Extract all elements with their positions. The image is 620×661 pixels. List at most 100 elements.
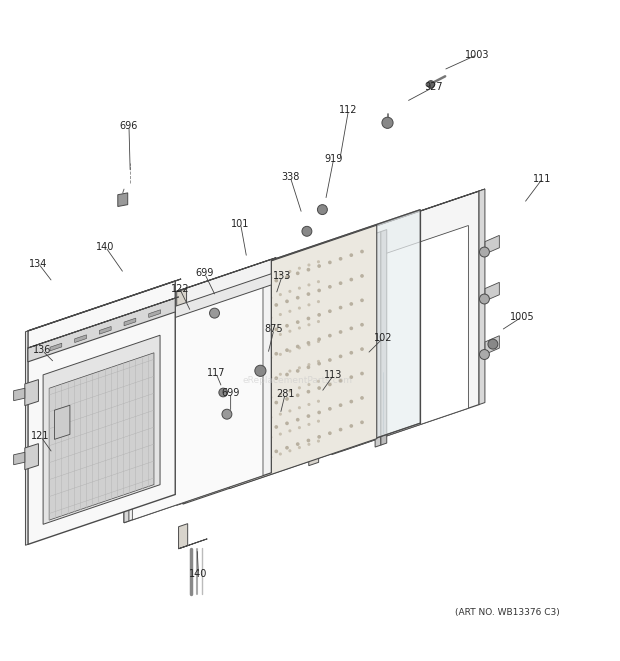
Circle shape [193,422,197,425]
Circle shape [298,366,301,369]
Text: 699: 699 [221,387,240,397]
Circle shape [250,323,254,326]
Circle shape [253,334,257,338]
Circle shape [222,372,225,375]
Circle shape [269,296,272,299]
Circle shape [260,459,263,462]
Circle shape [308,323,311,327]
Text: 699: 699 [195,268,214,278]
Circle shape [350,424,353,428]
Circle shape [250,403,254,405]
Circle shape [212,336,215,338]
Circle shape [288,449,291,452]
Circle shape [275,401,278,405]
Circle shape [275,425,278,429]
Circle shape [203,418,206,422]
Circle shape [231,369,234,372]
Text: 117: 117 [206,368,225,377]
Circle shape [360,371,364,375]
Circle shape [328,407,332,410]
Text: 121: 121 [31,431,50,441]
Circle shape [222,313,225,315]
Circle shape [212,356,215,358]
Circle shape [260,299,263,303]
Circle shape [269,356,272,359]
Circle shape [317,313,321,317]
Circle shape [260,399,263,403]
Circle shape [264,380,267,383]
Circle shape [260,360,263,362]
Circle shape [253,432,257,436]
Circle shape [203,399,206,402]
Circle shape [488,339,498,349]
Circle shape [296,320,299,324]
Circle shape [339,282,342,285]
Circle shape [260,419,263,422]
Circle shape [231,429,234,432]
Circle shape [275,376,278,380]
Polygon shape [132,286,263,520]
Circle shape [317,340,320,343]
Text: 140: 140 [189,568,208,578]
Circle shape [279,393,282,396]
Circle shape [212,375,215,379]
Text: 133: 133 [273,271,291,281]
Circle shape [269,396,272,399]
Polygon shape [28,298,175,362]
Circle shape [479,247,489,257]
Circle shape [288,330,291,332]
Circle shape [308,383,311,386]
Circle shape [296,272,299,275]
Circle shape [222,392,225,395]
Polygon shape [50,343,62,351]
Circle shape [260,339,263,342]
Circle shape [317,400,320,403]
Circle shape [350,351,353,354]
Circle shape [285,422,289,425]
Circle shape [241,385,244,389]
Circle shape [317,289,321,292]
Circle shape [193,342,197,345]
Circle shape [210,308,219,318]
Polygon shape [149,310,161,317]
Circle shape [317,320,320,323]
Circle shape [212,295,215,299]
Polygon shape [28,279,181,331]
Circle shape [279,412,282,416]
Text: 112: 112 [339,105,358,116]
Circle shape [253,383,257,387]
Circle shape [328,358,332,362]
Circle shape [212,475,215,478]
Circle shape [317,205,327,215]
Circle shape [328,432,332,435]
Circle shape [298,266,301,270]
Circle shape [298,327,301,330]
Polygon shape [124,258,277,309]
Circle shape [308,343,311,346]
Text: 696: 696 [120,121,138,131]
Circle shape [308,303,311,307]
Circle shape [241,426,244,428]
Circle shape [317,280,320,283]
Circle shape [296,344,299,348]
Circle shape [285,324,289,328]
Circle shape [328,383,332,386]
Circle shape [308,443,311,446]
Circle shape [317,380,320,383]
Circle shape [193,481,197,485]
Circle shape [285,299,289,303]
Circle shape [264,307,267,311]
Polygon shape [25,444,38,470]
Circle shape [328,285,332,289]
Circle shape [288,310,291,313]
Circle shape [264,405,267,408]
Circle shape [241,306,244,309]
Circle shape [296,442,299,446]
Circle shape [317,264,321,268]
Circle shape [328,260,332,264]
Circle shape [250,422,254,426]
Circle shape [231,329,234,332]
Circle shape [242,290,246,293]
Circle shape [308,403,311,406]
Circle shape [250,442,254,446]
